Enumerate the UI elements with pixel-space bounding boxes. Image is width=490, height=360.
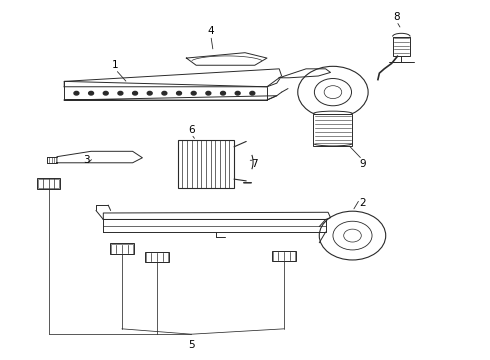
Bar [147, 252, 168, 262]
Circle shape [176, 91, 181, 95]
Text: 1: 1 [112, 60, 119, 70]
Circle shape [162, 91, 167, 95]
Circle shape [118, 91, 123, 95]
Circle shape [147, 91, 152, 95]
Bar [38, 179, 59, 188]
Text: 3: 3 [83, 155, 90, 165]
Circle shape [206, 91, 211, 95]
Circle shape [298, 66, 368, 118]
Bar [392, 37, 410, 56]
Text: 6: 6 [188, 125, 195, 135]
Circle shape [324, 86, 342, 99]
Circle shape [74, 91, 79, 95]
Circle shape [343, 229, 361, 242]
Circle shape [319, 211, 386, 260]
Bar [110, 243, 134, 254]
Bar [146, 252, 169, 262]
Text: 7: 7 [251, 159, 258, 169]
Circle shape [133, 91, 138, 95]
Bar [272, 251, 296, 261]
Polygon shape [186, 53, 267, 65]
Polygon shape [57, 151, 143, 163]
Circle shape [250, 91, 255, 95]
Circle shape [220, 91, 225, 95]
Polygon shape [103, 220, 326, 232]
Circle shape [235, 91, 240, 95]
Circle shape [191, 91, 196, 95]
Polygon shape [279, 69, 331, 78]
Polygon shape [103, 212, 331, 220]
Text: 5: 5 [188, 340, 195, 350]
Circle shape [103, 91, 108, 95]
Text: 9: 9 [359, 159, 366, 169]
Text: 8: 8 [393, 12, 400, 22]
Polygon shape [64, 69, 282, 87]
Text: 2: 2 [359, 198, 366, 208]
Circle shape [89, 91, 94, 95]
Text: 4: 4 [207, 26, 214, 36]
Bar [37, 178, 60, 189]
Bar [273, 251, 295, 261]
Polygon shape [64, 96, 277, 100]
Bar [111, 244, 133, 253]
Bar [314, 114, 352, 146]
Bar [178, 140, 234, 188]
